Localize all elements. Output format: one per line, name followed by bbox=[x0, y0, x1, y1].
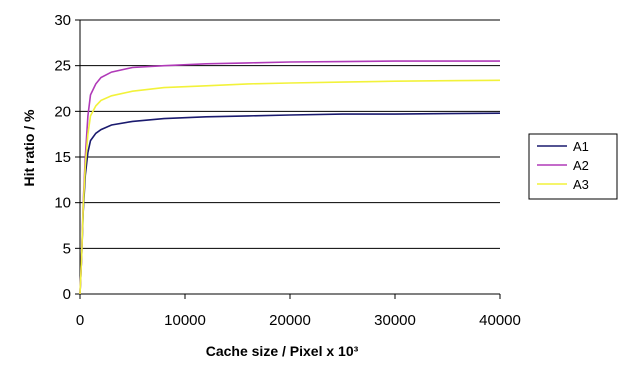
legend-label-a1: A1 bbox=[573, 139, 589, 154]
y-axis-title: Hit ratio / % bbox=[21, 109, 37, 187]
x-tick-label-1: 10000 bbox=[164, 312, 206, 329]
y-tick-label-1: 5 bbox=[63, 240, 71, 257]
x-tick-label-3: 30000 bbox=[374, 312, 416, 329]
y-tick-label-0: 0 bbox=[63, 286, 71, 303]
tick-labels: 0 5 10 15 20 25 30 0 10000 20000 30000 40000 bbox=[54, 12, 521, 329]
x-tick-label-0: 0 bbox=[76, 312, 84, 329]
y-tick-label-4: 20 bbox=[54, 103, 71, 120]
series-lines bbox=[79, 60, 501, 295]
axes bbox=[75, 19, 501, 299]
series-line-a1 bbox=[79, 112, 501, 295]
y-tick-label-6: 30 bbox=[54, 12, 71, 29]
legend-label-a2: A2 bbox=[573, 158, 589, 173]
legend-box bbox=[528, 133, 618, 200]
series-line-a2 bbox=[79, 60, 500, 295]
x-tick-label-2: 20000 bbox=[269, 312, 311, 329]
series-line-a3 bbox=[79, 79, 501, 295]
y-tick-label-5: 25 bbox=[54, 58, 71, 75]
grid-lines bbox=[80, 19, 500, 249]
y-tick-label-2: 10 bbox=[54, 195, 71, 212]
x-axis-title: Cache size / Pixel x 10³ bbox=[206, 343, 359, 359]
legend: A1 A2 A3 bbox=[528, 133, 618, 200]
x-tick-label-4: 40000 bbox=[479, 312, 521, 329]
legend-label-a3: A3 bbox=[573, 177, 589, 192]
y-tick-label-3: 15 bbox=[54, 149, 71, 166]
